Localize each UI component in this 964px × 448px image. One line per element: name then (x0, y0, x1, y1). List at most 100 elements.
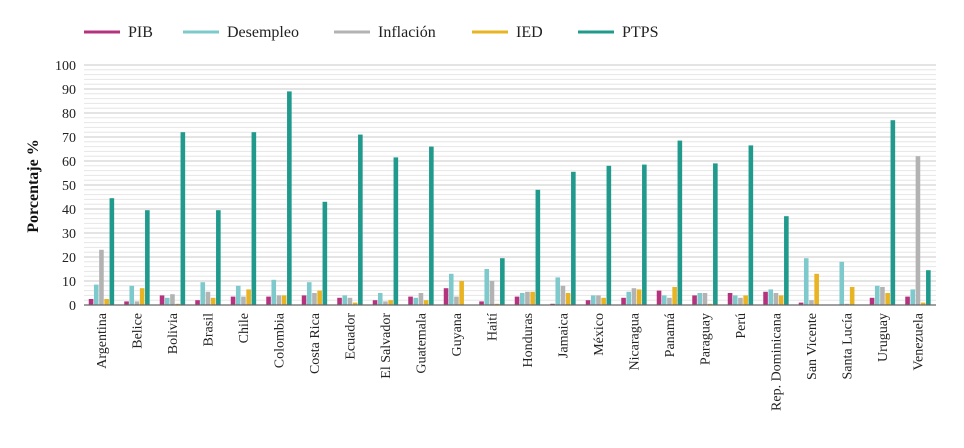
x-tick-label: Guatemala (414, 312, 429, 373)
bar-pib-guyana (443, 288, 449, 305)
bar-pib-el-salvador (372, 300, 378, 305)
bar-group-ecuador (337, 134, 363, 305)
bar-inflacion-ecuador (347, 297, 353, 305)
x-tick-label: México (592, 313, 607, 356)
x-axis: Argentina Belice Bolivia Brasil Chile Colombi… (84, 304, 936, 411)
bar-pib-belice (124, 301, 129, 305)
x-tick-label: Paraguay (698, 313, 713, 365)
bar-ied-peru (743, 295, 748, 305)
y-axis-label: Porcentaje % (25, 139, 42, 232)
bar-ptps-argentina (109, 198, 115, 305)
bar-desempleo-chile (235, 285, 241, 305)
x-tick-label: Colombia (272, 312, 287, 368)
bar-pib-mexico (585, 300, 591, 305)
bar-ied-guatemala (423, 300, 429, 305)
bar-ied-venezuela (920, 302, 926, 305)
bar-inflacion-san-vicente (809, 300, 814, 305)
bar-ptps-paraguay (713, 163, 718, 305)
x-tick-label: Panamá (663, 312, 678, 357)
bar-inflacion-honduras (525, 291, 530, 305)
x-tick-label: Santa Lucía (840, 312, 855, 379)
x-tick-label: Brasil (201, 313, 216, 347)
bar-ptps-chile (251, 132, 257, 305)
bar-ptps-guatemala (429, 146, 434, 305)
bar-desempleo-ecuador (342, 295, 348, 305)
bar-group-guyana (443, 273, 464, 305)
bar-ied-rep-dominicana (778, 295, 784, 305)
bar-group-san-vicente (798, 258, 819, 305)
y-tick-label: 0 (69, 299, 76, 314)
bar-ied-chile (246, 289, 251, 305)
x-tick-label: Perú (734, 313, 749, 339)
legend-item-ptps: PTPS (578, 24, 658, 41)
x-tick-label: El Salvador (379, 313, 394, 379)
bar-ied-honduras (530, 291, 535, 305)
bar-desempleo-san-vicente (803, 258, 809, 305)
bar-pib-argentina (88, 299, 94, 305)
legend-label-ptps: PTPS (622, 24, 658, 41)
bar-group-haiti (479, 258, 505, 305)
bar-pib-panama (656, 290, 662, 305)
x-tick-label: Nicaragua (627, 312, 642, 370)
bar-inflacion-venezuela (915, 156, 921, 305)
legend-label-desempleo: Desempleo (227, 24, 299, 41)
y-tick-label: 90 (62, 83, 76, 98)
bar-pib-uruguay (869, 297, 875, 305)
bar-desempleo-guatemala (413, 297, 419, 305)
bar-group-venezuela (905, 156, 931, 305)
x-tick-label: Belice (130, 313, 145, 349)
bar-group-chile (230, 132, 257, 305)
bar-pib-nicaragua (621, 297, 626, 305)
legend-label-pib: PIB (128, 24, 153, 41)
bar-desempleo-venezuela (910, 289, 916, 305)
y-axis: 0 10 20 30 40 50 60 70 80 90 100 (55, 59, 76, 314)
bar-ied-panama (672, 287, 677, 305)
bar-ied-san-vicente (814, 273, 819, 305)
bar-ied-nicaragua (636, 289, 642, 305)
bar-group-guatemala (408, 146, 434, 305)
bar-ied-belice (139, 288, 145, 305)
bar-ptps-jamaica (571, 171, 576, 305)
bar-inflacion-panama (667, 297, 672, 305)
bar-desempleo-paraguay (697, 293, 703, 305)
bar-pib-chile (230, 296, 236, 305)
bar-group-peru (727, 145, 754, 305)
bar-pib-san-vicente (798, 302, 804, 305)
bar-group-nicaragua (621, 164, 647, 305)
bar-desempleo-mexico (590, 295, 596, 305)
bar-desempleo-nicaragua (626, 291, 632, 305)
legend: PIB Desempleo Inflación IED PTPS (84, 24, 658, 41)
bar-inflacion-peru (738, 297, 743, 305)
y-tick-label: 40 (62, 203, 76, 218)
bar-ied-jamaica (565, 293, 571, 305)
bar-desempleo-panama (661, 295, 667, 305)
y-tick-label: 50 (62, 179, 76, 194)
bar-ptps-ecuador (358, 134, 363, 305)
bar-ptps-nicaragua (642, 164, 647, 305)
bar-desempleo-colombia (271, 279, 277, 305)
bar-group-uruguay (869, 120, 896, 305)
legend-item-pib: PIB (84, 24, 153, 41)
bar-desempleo-bolivia (164, 297, 170, 305)
bar-inflacion-guyana (454, 296, 459, 305)
y-tick-label: 30 (62, 227, 76, 242)
bar-group-santa-lucia (839, 261, 855, 305)
bar-pib-honduras (514, 296, 520, 305)
x-tick-label: Haití (485, 313, 500, 341)
bar-pib-guatemala (408, 296, 413, 305)
x-tick-label: San Vicente (805, 313, 820, 380)
bar-desempleo-jamaica (555, 277, 561, 305)
bar-group-rep-dominicana (763, 216, 789, 305)
bar-ied-argentina (104, 299, 109, 305)
bar-group-colombia (266, 91, 292, 306)
bar-ptps-belice (145, 210, 150, 305)
bar-inflacion-costa-rica (312, 293, 317, 305)
bar-ptps-brasil (216, 210, 221, 305)
bar-group-honduras (514, 189, 541, 305)
x-tick-label: Chile (237, 313, 252, 343)
bar-inflacion-mexico (596, 295, 601, 305)
bar-pib-ecuador (337, 297, 342, 305)
bars (88, 91, 931, 306)
bar-desempleo-argentina (93, 284, 99, 305)
